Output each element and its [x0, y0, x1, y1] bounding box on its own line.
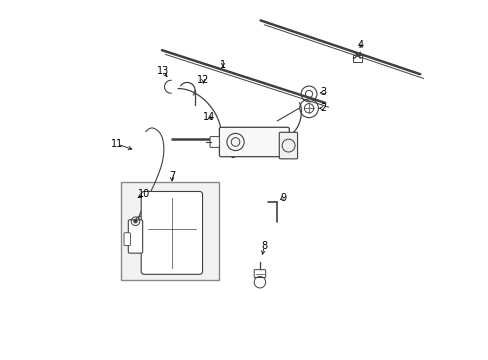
FancyBboxPatch shape	[210, 136, 219, 147]
FancyBboxPatch shape	[121, 182, 219, 280]
Text: 3: 3	[320, 87, 326, 97]
Text: 10: 10	[138, 189, 150, 199]
FancyBboxPatch shape	[128, 220, 142, 253]
Text: 6: 6	[228, 150, 235, 160]
Circle shape	[133, 220, 137, 223]
FancyBboxPatch shape	[124, 233, 130, 246]
Text: 4: 4	[357, 40, 364, 50]
Text: 2: 2	[320, 103, 326, 113]
FancyBboxPatch shape	[254, 270, 265, 278]
Text: 13: 13	[157, 66, 169, 76]
Text: 11: 11	[111, 139, 123, 149]
Text: 7: 7	[168, 171, 175, 181]
Text: 1: 1	[220, 59, 225, 69]
Text: 12: 12	[197, 75, 209, 85]
Text: 8: 8	[261, 241, 267, 251]
FancyBboxPatch shape	[219, 127, 289, 157]
Text: 14: 14	[202, 112, 214, 122]
Text: 9: 9	[280, 193, 285, 203]
FancyBboxPatch shape	[141, 192, 202, 274]
FancyBboxPatch shape	[352, 55, 361, 62]
FancyBboxPatch shape	[279, 132, 297, 159]
Text: 5: 5	[246, 138, 253, 148]
